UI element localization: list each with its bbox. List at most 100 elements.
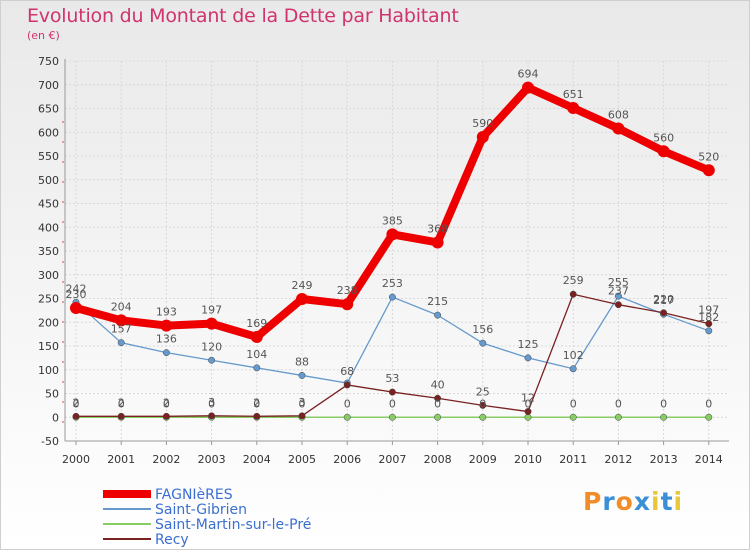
data-point	[567, 102, 580, 115]
legend-label: Saint-Gibrien	[155, 502, 247, 518]
data-label: 40	[431, 378, 445, 391]
data-point	[479, 413, 487, 421]
data-label: 0	[208, 397, 215, 410]
data-point	[250, 330, 263, 343]
x-tick-label: 2005	[288, 453, 316, 466]
y-tick-label: 450	[38, 198, 59, 211]
data-point	[702, 164, 715, 177]
y-tick-label: 250	[38, 293, 59, 306]
data-point	[296, 292, 308, 305]
data-label: 0	[163, 397, 170, 410]
data-label: 197	[201, 304, 222, 317]
data-label: 0	[479, 397, 486, 410]
data-label: 220	[653, 293, 674, 306]
chart-title: Evolution du Montant de la Dette par Hab…	[27, 5, 459, 27]
data-label: 608	[608, 108, 629, 121]
data-point	[524, 408, 532, 415]
data-point	[614, 413, 622, 421]
y-tick-label: 300	[38, 269, 59, 282]
data-point	[434, 413, 442, 421]
data-point	[569, 365, 577, 373]
data-label: 0	[389, 397, 396, 410]
data-label: 88	[295, 355, 309, 368]
data-label: 12	[521, 392, 535, 405]
data-label: 560	[653, 131, 674, 144]
data-label: 0	[705, 397, 712, 410]
data-label: 0	[253, 397, 260, 410]
data-label: 53	[385, 372, 399, 385]
x-tick-label: 2007	[378, 453, 406, 466]
data-label: 0	[525, 397, 532, 410]
data-point	[341, 298, 354, 311]
data-label: 102	[563, 349, 584, 362]
y-tick-labels: -50 0 50 100 150 200 250 300 350 400 450 500 550 600 6…	[38, 55, 59, 448]
data-point	[434, 311, 442, 319]
data-label: 136	[156, 333, 177, 346]
data-point	[660, 309, 668, 317]
data-point	[117, 339, 125, 347]
y-tick-label: 750	[38, 55, 59, 68]
data-point	[298, 372, 306, 379]
data-label: 3	[208, 396, 215, 409]
data-label: 217	[653, 294, 674, 307]
x-tick-label: 2002	[152, 453, 180, 466]
data-point	[705, 320, 713, 328]
y-tick-label: 500	[38, 174, 59, 187]
proxiti-logo: Proxiti	[583, 487, 683, 516]
logo-letter: t	[660, 487, 674, 516]
data-point	[522, 81, 534, 94]
data-label: 651	[563, 88, 584, 101]
data-label: 157	[111, 323, 132, 336]
data-label: 249	[292, 279, 313, 292]
data-point	[388, 413, 396, 421]
y-tick-label: 150	[38, 340, 59, 353]
data-point	[72, 412, 80, 420]
data-label: 125	[518, 338, 539, 351]
data-label: 590	[472, 117, 493, 130]
data-point	[569, 290, 577, 298]
y-tick-label: 550	[38, 150, 59, 163]
data-point	[614, 301, 622, 309]
data-point	[524, 413, 532, 421]
data-point	[205, 317, 218, 330]
data-point	[160, 319, 173, 332]
x-tick-label: 2006	[333, 453, 361, 466]
data-label: 2	[163, 396, 170, 409]
data-label: 237	[608, 285, 629, 298]
data-label: 255	[608, 276, 629, 289]
data-label: 2	[73, 396, 80, 409]
x-tick-label: 2000	[62, 453, 90, 466]
data-point	[434, 394, 442, 402]
data-point	[705, 327, 713, 335]
legend-label: FAGNIèRES	[155, 487, 233, 503]
logo-letter: o	[615, 487, 634, 516]
chart-unit: (en €)	[27, 29, 60, 42]
series-group	[70, 81, 715, 421]
logo-letter: x	[633, 487, 651, 516]
y-tick-label: 650	[38, 103, 59, 116]
data-point	[208, 412, 216, 420]
data-point	[70, 302, 82, 314]
data-point	[476, 131, 489, 143]
data-label: 0	[434, 397, 441, 410]
data-point	[115, 314, 128, 327]
data-point	[386, 228, 399, 241]
legend-label: Saint-Martin-sur-le-Pré	[155, 517, 311, 533]
data-label: 259	[563, 274, 584, 287]
data-label: 0	[344, 397, 351, 410]
data-label: 104	[246, 348, 267, 361]
x-tick-label: 2001	[107, 453, 135, 466]
data-label: 215	[427, 295, 448, 308]
data-point	[162, 412, 170, 420]
data-point	[388, 388, 396, 396]
data-point	[612, 122, 625, 135]
data-label: 25	[476, 385, 490, 398]
y-tick-label: 600	[38, 126, 59, 139]
y-tick-label: 100	[38, 364, 59, 377]
y-tick-label: 0	[52, 411, 59, 424]
data-point	[524, 354, 532, 362]
data-point	[343, 413, 351, 421]
